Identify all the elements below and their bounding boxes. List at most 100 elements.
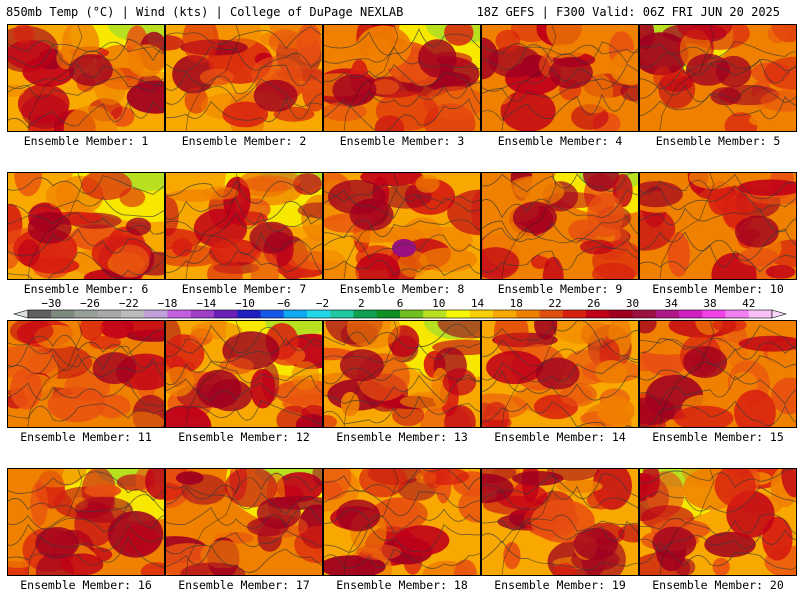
colorbar-swatch: [539, 310, 564, 318]
colorbar-swatch: [725, 310, 750, 318]
temperature-map: [7, 172, 165, 280]
colorbar-tick-label: 34: [665, 297, 679, 310]
colorbar-swatch: [260, 310, 285, 318]
ensemble-member-panel: Ensemble Member: 20: [639, 468, 797, 592]
ensemble-member-panel: Ensemble Member: 9: [481, 172, 639, 296]
colorbar-swatch: [353, 310, 378, 318]
colorbar-swatch: [51, 310, 75, 318]
colorbar-swatch: [423, 310, 447, 318]
colorbar-swatch: [609, 310, 633, 318]
ensemble-member-label: Ensemble Member: 7: [181, 282, 307, 296]
colorbar-right-arrow: [771, 309, 788, 319]
ensemble-member-label: Ensemble Member: 9: [497, 282, 623, 296]
ensemble-member-label: Ensemble Member: 1: [23, 134, 149, 148]
ensemble-member-label: Ensemble Member: 8: [339, 282, 465, 296]
ensemble-member-panel: Ensemble Member: 18: [323, 468, 481, 592]
temperature-map: [481, 468, 639, 576]
colorbar-tick-label: −6: [277, 297, 290, 310]
colorbar-swatch: [144, 310, 168, 318]
colorbar-tick-label: −18: [158, 297, 178, 310]
colorbar-swatch: [679, 310, 703, 318]
colorbar-tick-label: −30: [41, 297, 61, 310]
colorbar-swatch: [237, 310, 261, 318]
colorbar-tick-label: 10: [432, 297, 445, 310]
colorbar-swatch: [748, 310, 773, 318]
colorbar-swatch: [74, 310, 99, 318]
temperature-map: [639, 172, 797, 280]
colorbar-swatch: [446, 310, 471, 318]
temperature-map: [7, 320, 165, 428]
temperature-map: [165, 24, 323, 132]
colorbar-swatch: [469, 310, 494, 318]
temperature-map: [481, 320, 639, 428]
colorbar-swatch: [632, 310, 657, 318]
ensemble-member-panel: Ensemble Member: 19: [481, 468, 639, 592]
temperature-map: [165, 468, 323, 576]
colorbar-tick-label: 38: [703, 297, 716, 310]
ensemble-member-panel: Ensemble Member: 13: [323, 320, 481, 444]
ensemble-member-panel: Ensemble Member: 5: [639, 24, 797, 148]
temperature-map: [481, 24, 639, 132]
temperature-map: [639, 320, 797, 428]
colorbar-swatch: [167, 310, 192, 318]
ensemble-member-label: Ensemble Member: 14: [494, 430, 626, 444]
run-valid-time: 18Z GEFS | F300 Valid: 06Z FRI JUN 20 20…: [476, 5, 780, 19]
ensemble-member-label: Ensemble Member: 4: [497, 134, 623, 148]
colorbar-tick-label: 22: [548, 297, 561, 310]
ensemble-member-label: Ensemble Member: 15: [652, 430, 784, 444]
colorbar-tick-label: 6: [397, 297, 404, 310]
colorbar-swatch: [307, 310, 331, 318]
ensemble-member-panel: Ensemble Member: 15: [639, 320, 797, 444]
ensemble-member-panel: Ensemble Member: 7: [165, 172, 323, 296]
colorbar-tick-label: −10: [235, 297, 255, 310]
ensemble-member-panel: Ensemble Member: 11: [7, 320, 165, 444]
colorbar-tick-label: 42: [742, 297, 755, 310]
temperature-map: [7, 468, 165, 576]
colorbar-swatch: [702, 310, 726, 318]
ensemble-member-label: Ensemble Member: 5: [655, 134, 781, 148]
temperature-map: [165, 320, 323, 428]
colorbar-swatch: [214, 310, 238, 318]
temperature-map: [323, 24, 481, 132]
colorbar-swatch: [400, 310, 424, 318]
colorbar-swatch: [516, 310, 540, 318]
colorbar-swatch: [376, 310, 401, 318]
ensemble-member-label: Ensemble Member: 13: [336, 430, 468, 444]
ensemble-member-panel: Ensemble Member: 1: [7, 24, 165, 148]
ensemble-member-panel: Ensemble Member: 17: [165, 468, 323, 592]
ensemble-member-label: Ensemble Member: 18: [336, 578, 468, 592]
colorbar-tick-label: 18: [510, 297, 523, 310]
colorbar-swatch: [330, 310, 354, 318]
ensemble-member-panel: Ensemble Member: 14: [481, 320, 639, 444]
ensemble-member-panel: Ensemble Member: 10: [639, 172, 797, 296]
colorbar-tick-label: 30: [626, 297, 639, 310]
temperature-map: [481, 172, 639, 280]
colorbar-swatch: [28, 310, 52, 318]
temperature-map: [165, 172, 323, 280]
ensemble-member-label: Ensemble Member: 6: [23, 282, 149, 296]
temperature-map: [639, 24, 797, 132]
colorbar-tick-label: 14: [471, 297, 485, 310]
ensemble-member-label: Ensemble Member: 12: [178, 430, 310, 444]
ensemble-member-panel: Ensemble Member: 4: [481, 24, 639, 148]
ensemble-member-label: Ensemble Member: 20: [652, 578, 784, 592]
temperature-map: [639, 468, 797, 576]
colorbar-swatch: [586, 310, 610, 318]
ensemble-member-panel: Ensemble Member: 6: [7, 172, 165, 296]
colorbar-swatch: [121, 310, 145, 318]
colorbar-swatch: [562, 310, 587, 318]
ensemble-member-panel: Ensemble Member: 2: [165, 24, 323, 148]
colorbar-tick-label: −14: [196, 297, 216, 310]
ensemble-member-label: Ensemble Member: 19: [494, 578, 626, 592]
colorbar-tick-label: 26: [587, 297, 600, 310]
ensemble-member-panel: Ensemble Member: 3: [323, 24, 481, 148]
ensemble-member-label: Ensemble Member: 10: [652, 282, 784, 296]
temperature-colorbar: −30 −26 −22 −18 −14 −10 −6 −2 2 6 10 14 18 22 26 30 34 38…: [6, 296, 794, 320]
colorbar-tick-label: −26: [80, 297, 100, 310]
ensemble-member-label: Ensemble Member: 2: [181, 134, 307, 148]
temperature-map: [323, 320, 481, 428]
colorbar-tick-label: −2: [316, 297, 329, 310]
colorbar-swatch: [190, 310, 215, 318]
colorbar-swatch: [493, 310, 517, 318]
colorbar-swatch: [655, 310, 680, 318]
